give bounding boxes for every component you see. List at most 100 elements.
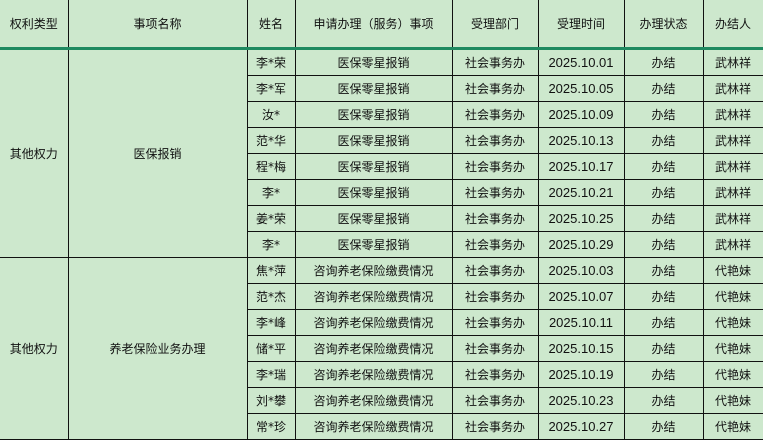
table-row: 李*军 医保零星报销 社会事务办 2025.10.05 办结 武林祥 bbox=[0, 75, 763, 102]
cell-date: 2025.10.13 bbox=[537, 127, 625, 154]
cell-status: 办结 bbox=[623, 75, 704, 102]
cell-service: 咨询养老保险缴费情况 bbox=[294, 309, 453, 336]
cell-date: 2025.10.11 bbox=[537, 309, 625, 336]
cell-dept: 社会事务办 bbox=[451, 283, 539, 310]
cell-name: 范*杰 bbox=[246, 283, 296, 310]
cell-date: 2025.10.25 bbox=[537, 205, 625, 232]
cell-right-type: 其他权力 bbox=[0, 48, 69, 258]
cell-handler: 武林祥 bbox=[702, 48, 763, 76]
cell-handler: 代艳妹 bbox=[702, 257, 763, 284]
cell-name: 李* bbox=[246, 179, 296, 206]
cell-service: 医保零星报销 bbox=[294, 48, 453, 76]
cell-handler: 代艳妹 bbox=[702, 309, 763, 336]
cell-name: 程*梅 bbox=[246, 153, 296, 180]
cell-status: 办结 bbox=[623, 48, 704, 76]
cell-handler: 代艳妹 bbox=[702, 283, 763, 310]
cell-date: 2025.10.03 bbox=[537, 257, 625, 284]
cell-service: 医保零星报销 bbox=[294, 179, 453, 206]
table-row: 李*峰 咨询养老保险缴费情况 社会事务办 2025.10.11 办结 代艳妹 bbox=[0, 309, 763, 336]
cell-date: 2025.10.07 bbox=[537, 283, 625, 310]
cell-handler: 武林祥 bbox=[702, 205, 763, 232]
cell-name: 范*华 bbox=[246, 127, 296, 154]
cell-handler: 代艳妹 bbox=[702, 361, 763, 388]
cell-status: 办结 bbox=[623, 335, 704, 362]
cell-status: 办结 bbox=[623, 387, 704, 414]
header-row: 权利类型 事项名称 姓名 申请办理（服务）事项 受理部门 受理时间 办理状态 办… bbox=[0, 0, 763, 50]
header-service: 申请办理（服务）事项 bbox=[294, 0, 453, 50]
cell-name: 常*珍 bbox=[246, 413, 296, 440]
table-body: 其他权力 医保报销 李*荣 医保零星报销 社会事务办 2025.10.01 办结 武林祥 李*军… bbox=[0, 48, 763, 440]
table-row: 范*杰 咨询养老保险缴费情况 社会事务办 2025.10.07 办结 代艳妹 bbox=[0, 283, 763, 310]
cell-service: 咨询养老保险缴费情况 bbox=[294, 257, 453, 284]
cell-status: 办结 bbox=[623, 413, 704, 440]
cell-name: 李*军 bbox=[246, 75, 296, 102]
cell-service: 咨询养老保险缴费情况 bbox=[294, 413, 453, 440]
cell-item-name: 医保报销 bbox=[67, 48, 248, 258]
cell-dept: 社会事务办 bbox=[451, 179, 539, 206]
cell-status: 办结 bbox=[623, 257, 704, 284]
cell-handler: 代艳妹 bbox=[702, 335, 763, 362]
cell-name: 刘*攀 bbox=[246, 387, 296, 414]
cell-dept: 社会事务办 bbox=[451, 153, 539, 180]
cell-dept: 社会事务办 bbox=[451, 48, 539, 76]
cell-date: 2025.10.05 bbox=[537, 75, 625, 102]
cell-name: 储*平 bbox=[246, 335, 296, 362]
cell-date: 2025.10.15 bbox=[537, 335, 625, 362]
cell-handler: 武林祥 bbox=[702, 75, 763, 102]
table-row: 程*梅 医保零星报销 社会事务办 2025.10.17 办结 武林祥 bbox=[0, 153, 763, 180]
cell-dept: 社会事务办 bbox=[451, 101, 539, 128]
cell-handler: 武林祥 bbox=[702, 231, 763, 258]
cell-dept: 社会事务办 bbox=[451, 205, 539, 232]
cell-date: 2025.10.09 bbox=[537, 101, 625, 128]
cell-name: 李*瑞 bbox=[246, 361, 296, 388]
cell-handler: 武林祥 bbox=[702, 179, 763, 206]
table-row: 范*华 医保零星报销 社会事务办 2025.10.13 办结 武林祥 bbox=[0, 127, 763, 154]
table-row: 常*珍 咨询养老保险缴费情况 社会事务办 2025.10.27 办结 代艳妹 bbox=[0, 413, 763, 440]
cell-date: 2025.10.21 bbox=[537, 179, 625, 206]
table-row: 其他权力 医保报销 李*荣 医保零星报销 社会事务办 2025.10.01 办结 武林祥 bbox=[0, 48, 763, 258]
cell-date: 2025.10.29 bbox=[537, 231, 625, 258]
cell-date: 2025.10.23 bbox=[537, 387, 625, 414]
cell-date: 2025.10.19 bbox=[537, 361, 625, 388]
cell-service: 医保零星报销 bbox=[294, 75, 453, 102]
cell-status: 办结 bbox=[623, 231, 704, 258]
cell-name: 焦*萍 bbox=[246, 257, 296, 284]
cell-dept: 社会事务办 bbox=[451, 257, 539, 284]
cell-service: 咨询养老保险缴费情况 bbox=[294, 335, 453, 362]
cell-handler: 代艳妹 bbox=[702, 413, 763, 440]
cell-dept: 社会事务办 bbox=[451, 75, 539, 102]
cell-status: 办结 bbox=[623, 309, 704, 336]
table-row: 汝* 医保零星报销 社会事务办 2025.10.09 办结 武林祥 bbox=[0, 101, 763, 128]
cell-service: 咨询养老保险缴费情况 bbox=[294, 361, 453, 388]
cell-dept: 社会事务办 bbox=[451, 413, 539, 440]
cell-name: 姜*荣 bbox=[246, 205, 296, 232]
header-date: 受理时间 bbox=[537, 0, 625, 50]
cell-date: 2025.10.17 bbox=[537, 153, 625, 180]
cell-item-name: 养老保险业务办理 bbox=[67, 257, 248, 440]
cell-status: 办结 bbox=[623, 153, 704, 180]
cell-dept: 社会事务办 bbox=[451, 309, 539, 336]
header-item-name: 事项名称 bbox=[67, 0, 248, 50]
header-dept: 受理部门 bbox=[451, 0, 539, 50]
cell-status: 办结 bbox=[623, 205, 704, 232]
header-name: 姓名 bbox=[246, 0, 296, 50]
cell-service: 医保零星报销 bbox=[294, 205, 453, 232]
header-right-type: 权利类型 bbox=[0, 0, 69, 50]
cell-status: 办结 bbox=[623, 127, 704, 154]
cell-right-type: 其他权力 bbox=[0, 257, 69, 440]
cell-dept: 社会事务办 bbox=[451, 387, 539, 414]
header-handler: 办结人 bbox=[702, 0, 763, 50]
table-row: 其他权力 养老保险业务办理 焦*萍 咨询养老保险缴费情况 社会事务办 2025.10.03… bbox=[0, 257, 763, 440]
table-row: 李* 医保零星报销 社会事务办 2025.10.21 办结 武林祥 bbox=[0, 179, 763, 206]
cell-service: 咨询养老保险缴费情况 bbox=[294, 283, 453, 310]
cell-status: 办结 bbox=[623, 361, 704, 388]
cell-handler: 代艳妹 bbox=[702, 387, 763, 414]
cell-service: 医保零星报销 bbox=[294, 127, 453, 154]
cell-status: 办结 bbox=[623, 179, 704, 206]
header-status: 办理状态 bbox=[623, 0, 704, 50]
cell-date: 2025.10.27 bbox=[537, 413, 625, 440]
table-row: 李* 医保零星报销 社会事务办 2025.10.29 办结 武林祥 bbox=[0, 231, 763, 258]
cell-status: 办结 bbox=[623, 283, 704, 310]
cell-name: 李*荣 bbox=[246, 48, 296, 76]
